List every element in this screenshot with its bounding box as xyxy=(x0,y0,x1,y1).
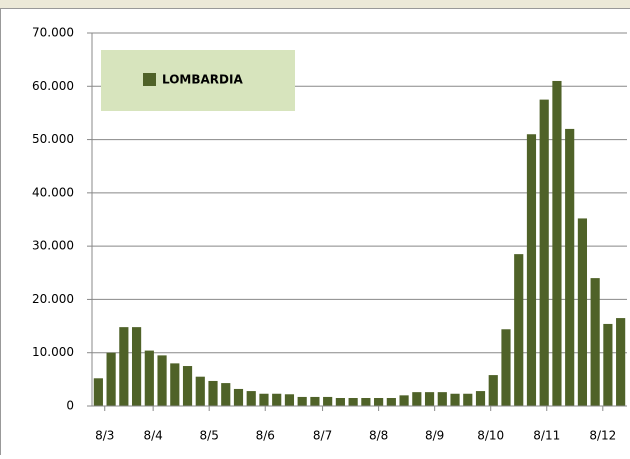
bar xyxy=(374,398,383,406)
bar xyxy=(336,398,345,406)
x-tick-label: 8/6 xyxy=(256,429,275,443)
bar xyxy=(208,381,217,406)
bar xyxy=(247,391,256,406)
bar xyxy=(552,81,561,406)
bar xyxy=(603,324,612,406)
bar xyxy=(463,394,472,406)
bar xyxy=(425,392,434,406)
bar xyxy=(323,397,332,406)
legend-swatch xyxy=(143,73,156,86)
bar xyxy=(361,398,370,406)
bar xyxy=(578,218,587,406)
bar xyxy=(285,394,294,406)
bar xyxy=(412,392,421,406)
top-strip xyxy=(0,0,630,8)
y-tick-label: 0 xyxy=(66,399,74,413)
bar xyxy=(540,100,549,406)
bar xyxy=(591,278,600,406)
y-tick-label: 50.000 xyxy=(32,132,74,146)
bar xyxy=(298,397,307,406)
bar xyxy=(107,353,116,406)
y-tick-label: 10.000 xyxy=(32,345,74,359)
bar xyxy=(489,375,498,406)
bar xyxy=(145,351,154,406)
bar xyxy=(501,329,510,406)
y-tick-label: 40.000 xyxy=(32,185,74,199)
y-tick-label: 20.000 xyxy=(32,292,74,306)
x-tick-label: 8/11 xyxy=(533,429,560,443)
bar xyxy=(94,378,103,406)
bar xyxy=(476,391,485,406)
bar xyxy=(399,395,408,406)
bar xyxy=(132,327,141,406)
bar xyxy=(450,394,459,406)
x-tick-label: 8/8 xyxy=(369,429,388,443)
bar xyxy=(272,394,281,406)
bar xyxy=(259,394,268,406)
bar xyxy=(616,318,625,406)
bar xyxy=(310,397,319,406)
x-tick-label: 8/4 xyxy=(143,429,162,443)
bar xyxy=(157,355,166,406)
x-tick-label: 8/7 xyxy=(313,429,332,443)
bar xyxy=(387,398,396,406)
bar xyxy=(514,254,523,406)
x-tick-label: 8/9 xyxy=(425,429,444,443)
x-tick-label: 8/3 xyxy=(95,429,114,443)
x-tick-label: 8/5 xyxy=(200,429,219,443)
bar xyxy=(565,129,574,406)
bar xyxy=(349,398,358,406)
y-tick-label: 60.000 xyxy=(32,79,74,93)
bar xyxy=(438,392,447,406)
bar xyxy=(234,389,243,406)
bar xyxy=(170,363,179,406)
x-tick-label: 8/12 xyxy=(589,429,616,443)
bar xyxy=(119,327,128,406)
legend-label: LOMBARDIA xyxy=(162,73,243,87)
bar xyxy=(183,366,192,406)
y-tick-label: 70.000 xyxy=(32,26,74,40)
bar xyxy=(196,377,205,406)
bar xyxy=(221,383,230,406)
x-tick-label: 8/10 xyxy=(477,429,504,443)
bar xyxy=(527,134,536,406)
y-tick-label: 30.000 xyxy=(32,239,74,253)
